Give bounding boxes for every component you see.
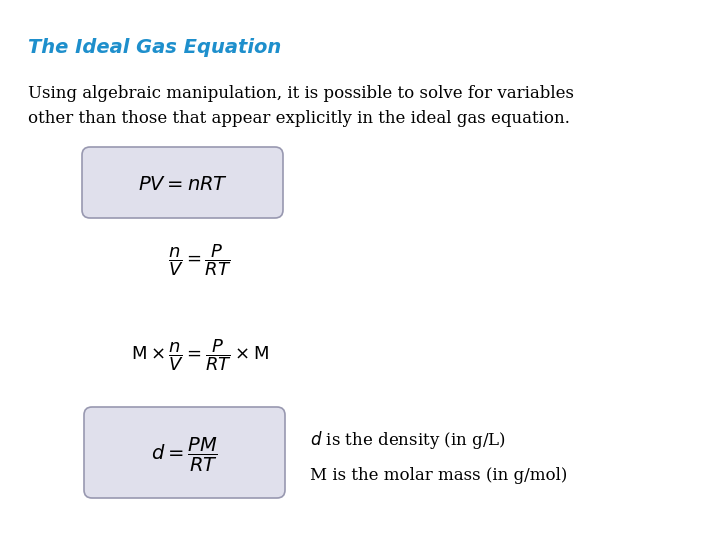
Text: M is the molar mass (in g/mol): M is the molar mass (in g/mol): [310, 467, 567, 483]
FancyBboxPatch shape: [84, 407, 285, 498]
Text: $PV = nRT$: $PV = nRT$: [138, 176, 228, 194]
FancyBboxPatch shape: [82, 147, 283, 218]
Text: $d = \dfrac{PM}{RT}$: $d = \dfrac{PM}{RT}$: [151, 436, 218, 474]
Text: $\mathrm{M} \times\dfrac{n}{V} = \dfrac{P}{RT} \times \mathrm{M}$: $\mathrm{M} \times\dfrac{n}{V} = \dfrac{…: [131, 337, 269, 373]
Text: $d$ is the density (in g/L): $d$ is the density (in g/L): [310, 429, 506, 451]
Text: $\dfrac{n}{V} = \dfrac{P}{RT}$: $\dfrac{n}{V} = \dfrac{P}{RT}$: [168, 242, 232, 278]
Text: Using algebraic manipulation, it is possible to solve for variables
other than t: Using algebraic manipulation, it is poss…: [28, 85, 574, 127]
Text: The Ideal Gas Equation: The Ideal Gas Equation: [28, 38, 282, 57]
